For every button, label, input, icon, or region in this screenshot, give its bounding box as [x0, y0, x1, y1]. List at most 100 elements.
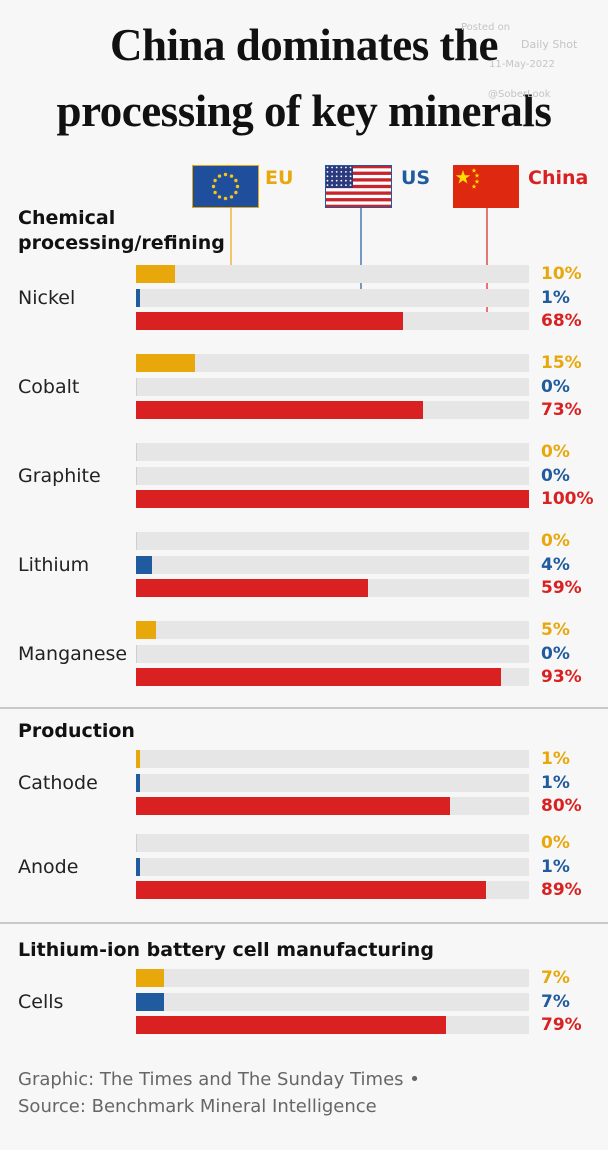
- bar-cobalt-eu: [136, 354, 195, 372]
- bar-anode-us: [136, 857, 140, 876]
- bar-track-manganese-china: [136, 668, 529, 686]
- chart-title-line-2: processing of key minerals: [56, 86, 552, 136]
- section-title-production: Production: [18, 720, 135, 742]
- bar-track-cathode-eu: [136, 750, 529, 768]
- category-label-cells: Cells: [18, 991, 64, 1013]
- watermark-posted-on: Posted on: [461, 22, 511, 33]
- watermark-source: Daily Shot: [521, 38, 578, 51]
- chart-title-line-1: China dominates the: [109, 20, 499, 70]
- value-label-nickel-us: 1%: [541, 287, 570, 308]
- section-divider: [0, 922, 608, 924]
- value-label-cathode-eu: 1%: [541, 749, 570, 769]
- bar-cobalt-china: [136, 401, 423, 419]
- bar-cells-eu: [136, 969, 164, 987]
- bar-cathode-china: [136, 797, 450, 815]
- section-title-text: Chemical processing/refining: [18, 207, 225, 254]
- bar-track-anode-china: [136, 881, 529, 899]
- bar-track-nickel-us: [136, 288, 529, 307]
- legend-us: US: [401, 167, 431, 189]
- category-label-graphite: Graphite: [18, 465, 101, 487]
- bar-anode-china: [136, 881, 486, 899]
- bar-track-cobalt-us: [136, 377, 529, 396]
- bar-cells-china: [136, 1016, 446, 1034]
- category-label-anode: Anode: [18, 856, 79, 878]
- value-label-cells-eu: 7%: [541, 968, 570, 988]
- value-label-graphite-china: 100%: [541, 489, 594, 509]
- bar-track-cobalt-china: [136, 401, 529, 419]
- bar-lithium-us: [136, 555, 152, 574]
- value-label-lithium-us: 4%: [541, 554, 570, 575]
- value-label-cells-china: 79%: [541, 1015, 582, 1035]
- bar-track-nickel-eu: [136, 265, 529, 283]
- bar-track-lithium-eu: [136, 532, 529, 550]
- bar-track-nickel-china: [136, 312, 529, 330]
- bar-track-graphite-eu: [136, 443, 529, 461]
- category-label-lithium: Lithium: [18, 554, 90, 576]
- value-label-lithium-china: 59%: [541, 578, 582, 598]
- bar-graphite-us: [136, 466, 137, 485]
- bar-manganese-us: [136, 644, 137, 663]
- value-label-anode-eu: 0%: [541, 833, 570, 853]
- bar-nickel-us: [136, 288, 140, 307]
- bar-track-cathode-us: [136, 773, 529, 792]
- footer-credit: Graphic: The Times and The Sunday Times …: [18, 1069, 420, 1090]
- value-label-graphite-us: 0%: [541, 465, 570, 486]
- value-label-anode-china: 89%: [541, 880, 582, 900]
- category-label-cathode: Cathode: [18, 772, 98, 794]
- bar-track-cathode-china: [136, 797, 529, 815]
- value-label-manganese-eu: 5%: [541, 620, 570, 640]
- bar-lithium-china: [136, 579, 368, 597]
- bar-track-anode-eu: [136, 834, 529, 852]
- category-label-nickel: Nickel: [18, 287, 76, 309]
- bar-manganese-eu: [136, 621, 156, 639]
- value-label-nickel-eu: 10%: [541, 264, 582, 284]
- bar-track-cells-us: [136, 992, 529, 1011]
- eu-flag-icon: [192, 165, 259, 208]
- bar-cathode-us: [136, 773, 140, 792]
- category-label-manganese: Manganese: [18, 643, 128, 665]
- value-label-anode-us: 1%: [541, 856, 570, 877]
- value-label-graphite-eu: 0%: [541, 442, 570, 462]
- value-label-cobalt-china: 73%: [541, 400, 582, 420]
- legend-eu: EU: [265, 167, 294, 189]
- bar-anode-eu: [136, 834, 137, 852]
- bar-track-manganese-us: [136, 644, 529, 663]
- section-divider: [0, 707, 608, 709]
- value-label-manganese-us: 0%: [541, 643, 570, 664]
- bar-nickel-china: [136, 312, 403, 330]
- footer-source: Source: Benchmark Mineral Intelligence: [18, 1096, 377, 1117]
- bar-track-anode-us: [136, 857, 529, 876]
- watermark-handle: @SoberLook: [488, 89, 551, 100]
- bar-track-manganese-eu: [136, 621, 529, 639]
- value-label-lithium-eu: 0%: [541, 531, 570, 551]
- value-label-manganese-china: 93%: [541, 667, 582, 687]
- value-label-cobalt-eu: 15%: [541, 353, 582, 373]
- category-label-cobalt: Cobalt: [18, 376, 80, 398]
- value-label-cathode-us: 1%: [541, 772, 570, 793]
- bar-cells-us: [136, 992, 164, 1011]
- value-label-nickel-china: 68%: [541, 311, 582, 331]
- bar-lithium-eu: [136, 532, 137, 550]
- bar-manganese-china: [136, 668, 501, 686]
- bar-graphite-eu: [136, 443, 137, 461]
- bar-cobalt-us: [136, 377, 137, 396]
- bar-cathode-eu: [136, 750, 140, 768]
- bar-graphite-china: [136, 490, 529, 508]
- bar-track-cells-eu: [136, 969, 529, 987]
- value-label-cells-us: 7%: [541, 991, 570, 1012]
- bar-nickel-eu: [136, 265, 175, 283]
- bar-track-lithium-us: [136, 555, 529, 574]
- bar-track-cells-china: [136, 1016, 529, 1034]
- us-flag-icon: [325, 165, 392, 208]
- value-label-cobalt-us: 0%: [541, 376, 570, 397]
- section-title-chemical-processing: Chemical processing/refining: [18, 206, 233, 256]
- bar-track-graphite-china: [136, 490, 529, 508]
- china-flag-icon: [453, 165, 519, 208]
- watermark-date: 11-May-2022: [489, 59, 555, 70]
- bar-track-graphite-us: [136, 466, 529, 485]
- section-title-cell-manufacturing: Lithium-ion battery cell manufacturing: [18, 939, 434, 961]
- value-label-cathode-china: 80%: [541, 796, 582, 816]
- bar-track-cobalt-eu: [136, 354, 529, 372]
- legend-china: China: [528, 167, 589, 189]
